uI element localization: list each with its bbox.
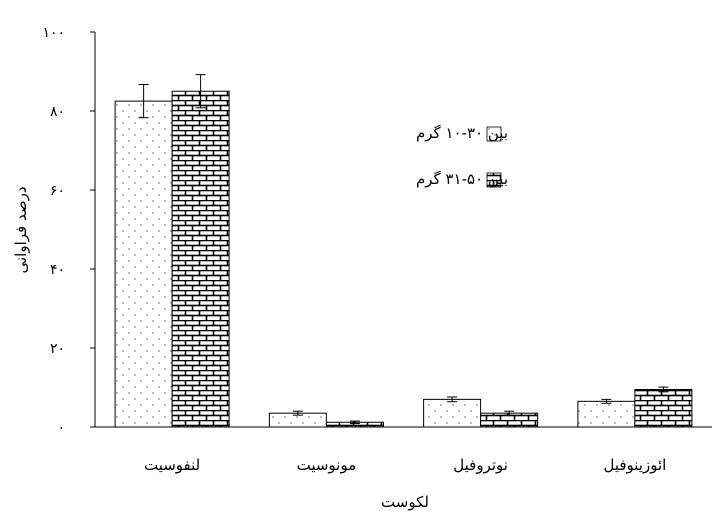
bars <box>114 74 693 428</box>
legend-swatch-series-2 <box>486 172 502 188</box>
bar-series-1 <box>577 400 636 428</box>
y-axis-title: درصد فراوانی <box>12 186 30 273</box>
legend-label-series-2: بین ۵۰-۳۱ گرم <box>416 170 508 188</box>
y-tick-label: ۰ <box>57 420 65 436</box>
y-tick-label: ۱۰۰ <box>42 25 65 41</box>
bar-series-2 <box>171 90 230 428</box>
y-ticks: ۰ ۲۰ ۴۰ ۶۰ ۸۰ ۱۰۰ <box>42 25 95 436</box>
legend-label-series-1: بین ۳۰-۱۰ گرم <box>416 124 508 142</box>
legend: بین ۳۰-۱۰ گرم بین ۵۰-۳۱ گرم <box>416 124 508 188</box>
x-category-label: ائوزینوفیل <box>603 456 666 474</box>
bar-series-1 <box>114 100 173 428</box>
y-tick-label: ۸۰ <box>50 104 65 120</box>
bar-series-2 <box>634 388 693 428</box>
legend-swatch-series-1 <box>486 126 502 142</box>
y-tick-label: ۶۰ <box>50 183 65 199</box>
x-category-label: لنفوسیت <box>144 456 200 474</box>
x-category-label: مونوسیت <box>297 456 357 474</box>
bar-series-1 <box>423 398 482 428</box>
x-category-label: نوتروفیل <box>453 456 508 474</box>
x-axis-title: لکوست <box>381 493 429 511</box>
y-tick-label: ۲۰ <box>50 341 65 357</box>
y-tick-label: ۴۰ <box>50 262 65 278</box>
category-labels: لنفوسیت مونوسیت نوتروفیل ائوزینوفیل <box>144 456 666 474</box>
